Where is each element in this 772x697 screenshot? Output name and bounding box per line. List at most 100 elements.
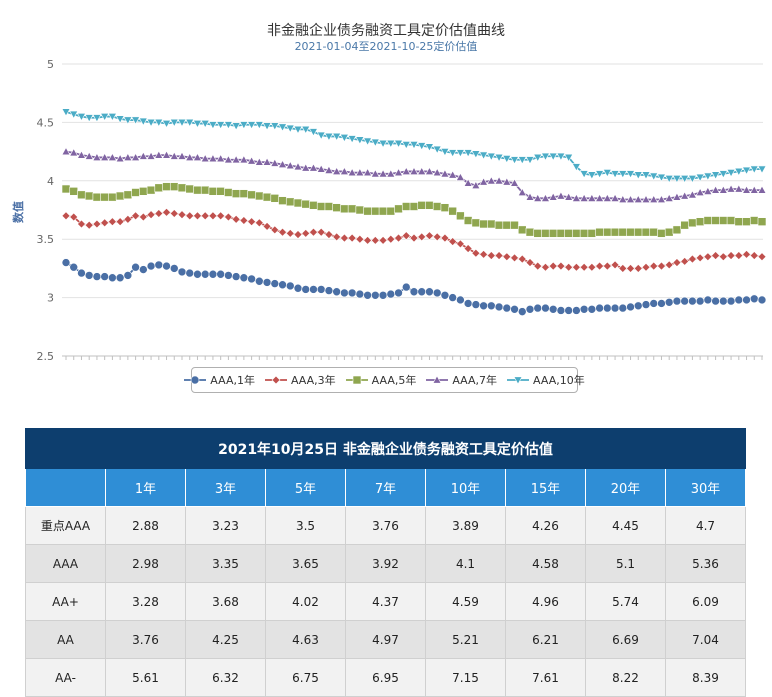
column-header: 20年 (585, 468, 666, 507)
data-point (138, 212, 148, 222)
data-point (540, 152, 550, 161)
data-point (579, 193, 589, 202)
valuation-table-container: 2021年10月25日 非金融企业债务融资工具定价估值 1年 3年 5年 7年 10年 1… (25, 428, 746, 697)
data-point (332, 232, 342, 242)
table-cell: 6.32 (185, 658, 266, 697)
data-point (587, 193, 597, 202)
data-point (177, 118, 187, 128)
data-point (200, 153, 210, 163)
data-point (301, 285, 311, 294)
legend-item[interactable]: AAA,7年 (426, 372, 497, 388)
data-point (548, 152, 558, 161)
data-point (247, 274, 256, 284)
data-point (757, 185, 767, 194)
data-point (711, 251, 721, 260)
data-point (193, 269, 202, 279)
legend-item[interactable]: AAA,1年 (184, 372, 255, 388)
legend-item[interactable]: AAA,5年 (345, 372, 416, 388)
data-point (455, 172, 465, 181)
data-point (239, 273, 249, 283)
data-point (324, 132, 334, 142)
data-point (154, 183, 164, 193)
data-point (200, 211, 210, 221)
data-point (711, 171, 721, 180)
data-point (432, 145, 442, 154)
data-point (115, 217, 125, 227)
table-cell: 5.21 (425, 620, 506, 659)
table-row: AA 3.76 4.25 4.63 4.97 5.21 6.21 6.69 7.04 (25, 620, 746, 659)
data-point (394, 168, 404, 177)
data-point (208, 269, 218, 279)
data-point (587, 171, 597, 180)
data-point (123, 116, 133, 125)
data-point (479, 151, 489, 160)
data-point (749, 294, 759, 304)
data-point (579, 170, 589, 179)
data-point (216, 211, 226, 221)
data-point (162, 207, 171, 217)
data-point (672, 258, 682, 267)
data-point (718, 252, 728, 262)
data-point (247, 217, 257, 227)
data-point (564, 229, 573, 238)
data-point (363, 235, 373, 245)
data-point (162, 182, 171, 191)
data-point (664, 227, 674, 237)
data-point (649, 172, 659, 181)
data-point (494, 251, 504, 260)
data-point (231, 214, 241, 224)
data-point (517, 254, 527, 264)
data-point (154, 150, 164, 159)
data-point (564, 192, 574, 201)
table-cell: 4.96 (505, 582, 586, 621)
y-tick-label: 4.5 (37, 116, 55, 129)
legend-label: AAA,1年 (210, 374, 255, 387)
data-point (363, 206, 372, 216)
data-point (146, 118, 156, 128)
data-point (548, 229, 558, 238)
data-point (533, 261, 543, 271)
data-point (742, 295, 751, 305)
table-cell: 4.97 (345, 620, 426, 659)
data-point (703, 186, 713, 195)
data-point (100, 192, 109, 202)
data-point (517, 225, 527, 235)
data-point (378, 169, 388, 178)
data-point (139, 265, 148, 274)
data-point (401, 282, 411, 292)
data-point (69, 212, 79, 222)
data-point (742, 217, 751, 226)
table-cell: 4.58 (505, 544, 586, 583)
data-point (603, 227, 612, 237)
data-point (687, 254, 697, 264)
data-point (680, 296, 689, 306)
data-point (231, 189, 241, 198)
data-point (309, 227, 318, 237)
data-point (734, 295, 744, 305)
data-point (92, 114, 102, 123)
series-AAA,1年 (61, 258, 767, 316)
data-point (432, 232, 442, 242)
data-point (680, 220, 689, 230)
data-point (146, 210, 156, 220)
data-point (169, 209, 179, 218)
data-point (347, 204, 357, 214)
data-point (618, 303, 628, 313)
data-point (749, 216, 759, 225)
legend-item[interactable]: AAA,10年 (507, 372, 585, 388)
data-point (154, 260, 164, 270)
data-point (641, 194, 651, 203)
y-tick-label: 2.5 (37, 350, 55, 363)
data-point (455, 239, 465, 249)
data-point (262, 278, 272, 287)
data-point (100, 152, 110, 161)
legend-item[interactable]: AAA,3年 (264, 372, 336, 388)
table-cell: 8.22 (585, 658, 666, 697)
column-header: 30年 (665, 468, 746, 507)
data-point (718, 185, 728, 194)
data-point (502, 220, 512, 230)
data-point (641, 300, 651, 309)
column-header: 7年 (345, 468, 426, 507)
line-chart: 非金融企业债务融资工具定价估值曲线 2021-01-04至2021-10-25定… (11, 22, 767, 363)
data-point (208, 187, 218, 196)
